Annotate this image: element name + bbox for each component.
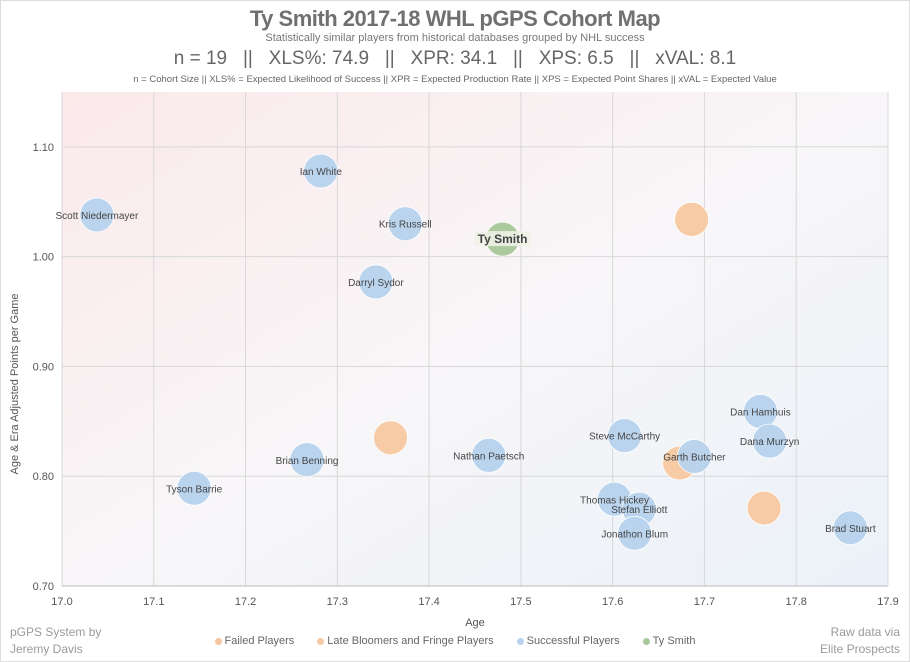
data-label: Darryl Sydor: [348, 278, 404, 289]
legend: Failed Players Late Bloomers and Fringe …: [0, 635, 910, 647]
data-point-successful: [471, 437, 507, 473]
x-tick-label: 17.2: [235, 596, 256, 608]
data-label: Kris Russell: [379, 220, 432, 231]
y-tick-label: 1.10: [33, 142, 54, 154]
legend-label: Ty Smith: [652, 635, 696, 647]
y-axis-title: Age & Era Adjusted Points per Game: [9, 294, 21, 475]
data-point-successful: [617, 515, 653, 551]
x-tick-label: 17.3: [327, 596, 348, 608]
x-tick-label: 17.1: [143, 596, 164, 608]
x-tick-label: 17.8: [786, 596, 807, 608]
data-label: Steve McCarthy: [589, 432, 660, 443]
data-label: Brian Benning: [276, 456, 339, 467]
data-label: Scott Niedermayer: [55, 211, 138, 222]
legend-label: Successful Players: [526, 635, 620, 647]
data-point-late: [373, 420, 408, 456]
legend-label: Late Bloomers and Fringe Players: [327, 635, 494, 647]
data-point-successful: [303, 153, 339, 189]
data-label: Ian White: [300, 167, 343, 178]
data-point-successful: [176, 470, 212, 506]
data-point-late: [674, 201, 709, 237]
data-label: Nathan Paetsch: [453, 451, 524, 462]
x-tick-label: 17.5: [510, 596, 531, 608]
data-point-late: [746, 490, 782, 526]
data-point-successful: [752, 423, 788, 459]
legend-dot-smith: [642, 637, 650, 645]
data-point-successful: [289, 442, 325, 478]
data-label: Thomas Hickey: [580, 495, 649, 506]
highlight-label-bg: [474, 231, 531, 247]
legend-item-smith[interactable]: Ty Smith: [642, 635, 696, 647]
data-point-successful: [79, 197, 115, 233]
data-label: Jonathon Blum: [601, 529, 668, 540]
legend-item-failed[interactable]: Failed Players: [214, 635, 295, 647]
credit-left-line2: Jeremy Davis: [10, 642, 83, 656]
data-point-successful: [358, 264, 394, 300]
data-label: Tyson Barrie: [166, 484, 223, 495]
stat-definitions: n = Cohort Size || XLS% = Expected Likel…: [133, 74, 777, 85]
x-tick-label: 17.9: [877, 596, 898, 608]
data-point-successful: [387, 206, 423, 242]
legend-label: Failed Players: [224, 635, 295, 647]
chart-title: Ty Smith 2017-18 WHL pGPS Cohort Map: [249, 6, 661, 31]
legend-dot-late: [317, 637, 325, 645]
data-label: Garth Butcher: [663, 452, 726, 463]
chart-subtitle: Statistically similar players from histo…: [265, 32, 645, 44]
credit-right-line2: Elite Prospects: [819, 642, 900, 656]
data-label: Ty Smith: [478, 232, 528, 246]
legend-item-successful[interactable]: Successful Players: [516, 635, 620, 647]
data-label: Dana Murzyn: [740, 437, 799, 448]
data-label: Stefan Elliott: [611, 505, 667, 516]
credit-left-line1: pGPS System by: [10, 625, 102, 639]
cohort-stats: n = 19 || XLS%: 74.9 || XPR: 34.1 || XPS…: [173, 48, 737, 69]
legend-item-late[interactable]: Late Bloomers and Fringe Players: [317, 635, 494, 647]
legend-dot-successful: [516, 637, 524, 645]
credit-right-line1: Raw data via: [830, 625, 900, 639]
y-tick-label: 0.80: [33, 471, 54, 483]
data-point-successful: [607, 418, 642, 454]
credit-right: Raw data via Elite Prospects: [820, 624, 900, 658]
data-label: Brad Stuart: [825, 524, 876, 535]
data-point-successful: [676, 439, 712, 474]
legend-dot-failed: [214, 637, 222, 645]
data-point-successful: [832, 510, 868, 546]
credit-left: pGPS System by Jeremy Davis: [10, 624, 101, 658]
x-axis-title: Age: [465, 617, 485, 629]
y-tick-label: 0.70: [33, 581, 54, 593]
x-tick-label: 17.4: [418, 596, 439, 608]
y-tick-label: 0.90: [33, 361, 54, 373]
x-tick-label: 17.6: [602, 596, 623, 608]
x-tick-label: 17.7: [694, 596, 715, 608]
data-label: Dan Hamhuis: [730, 407, 791, 418]
y-tick-label: 1.00: [33, 252, 54, 264]
x-tick-label: 17.0: [51, 596, 72, 608]
